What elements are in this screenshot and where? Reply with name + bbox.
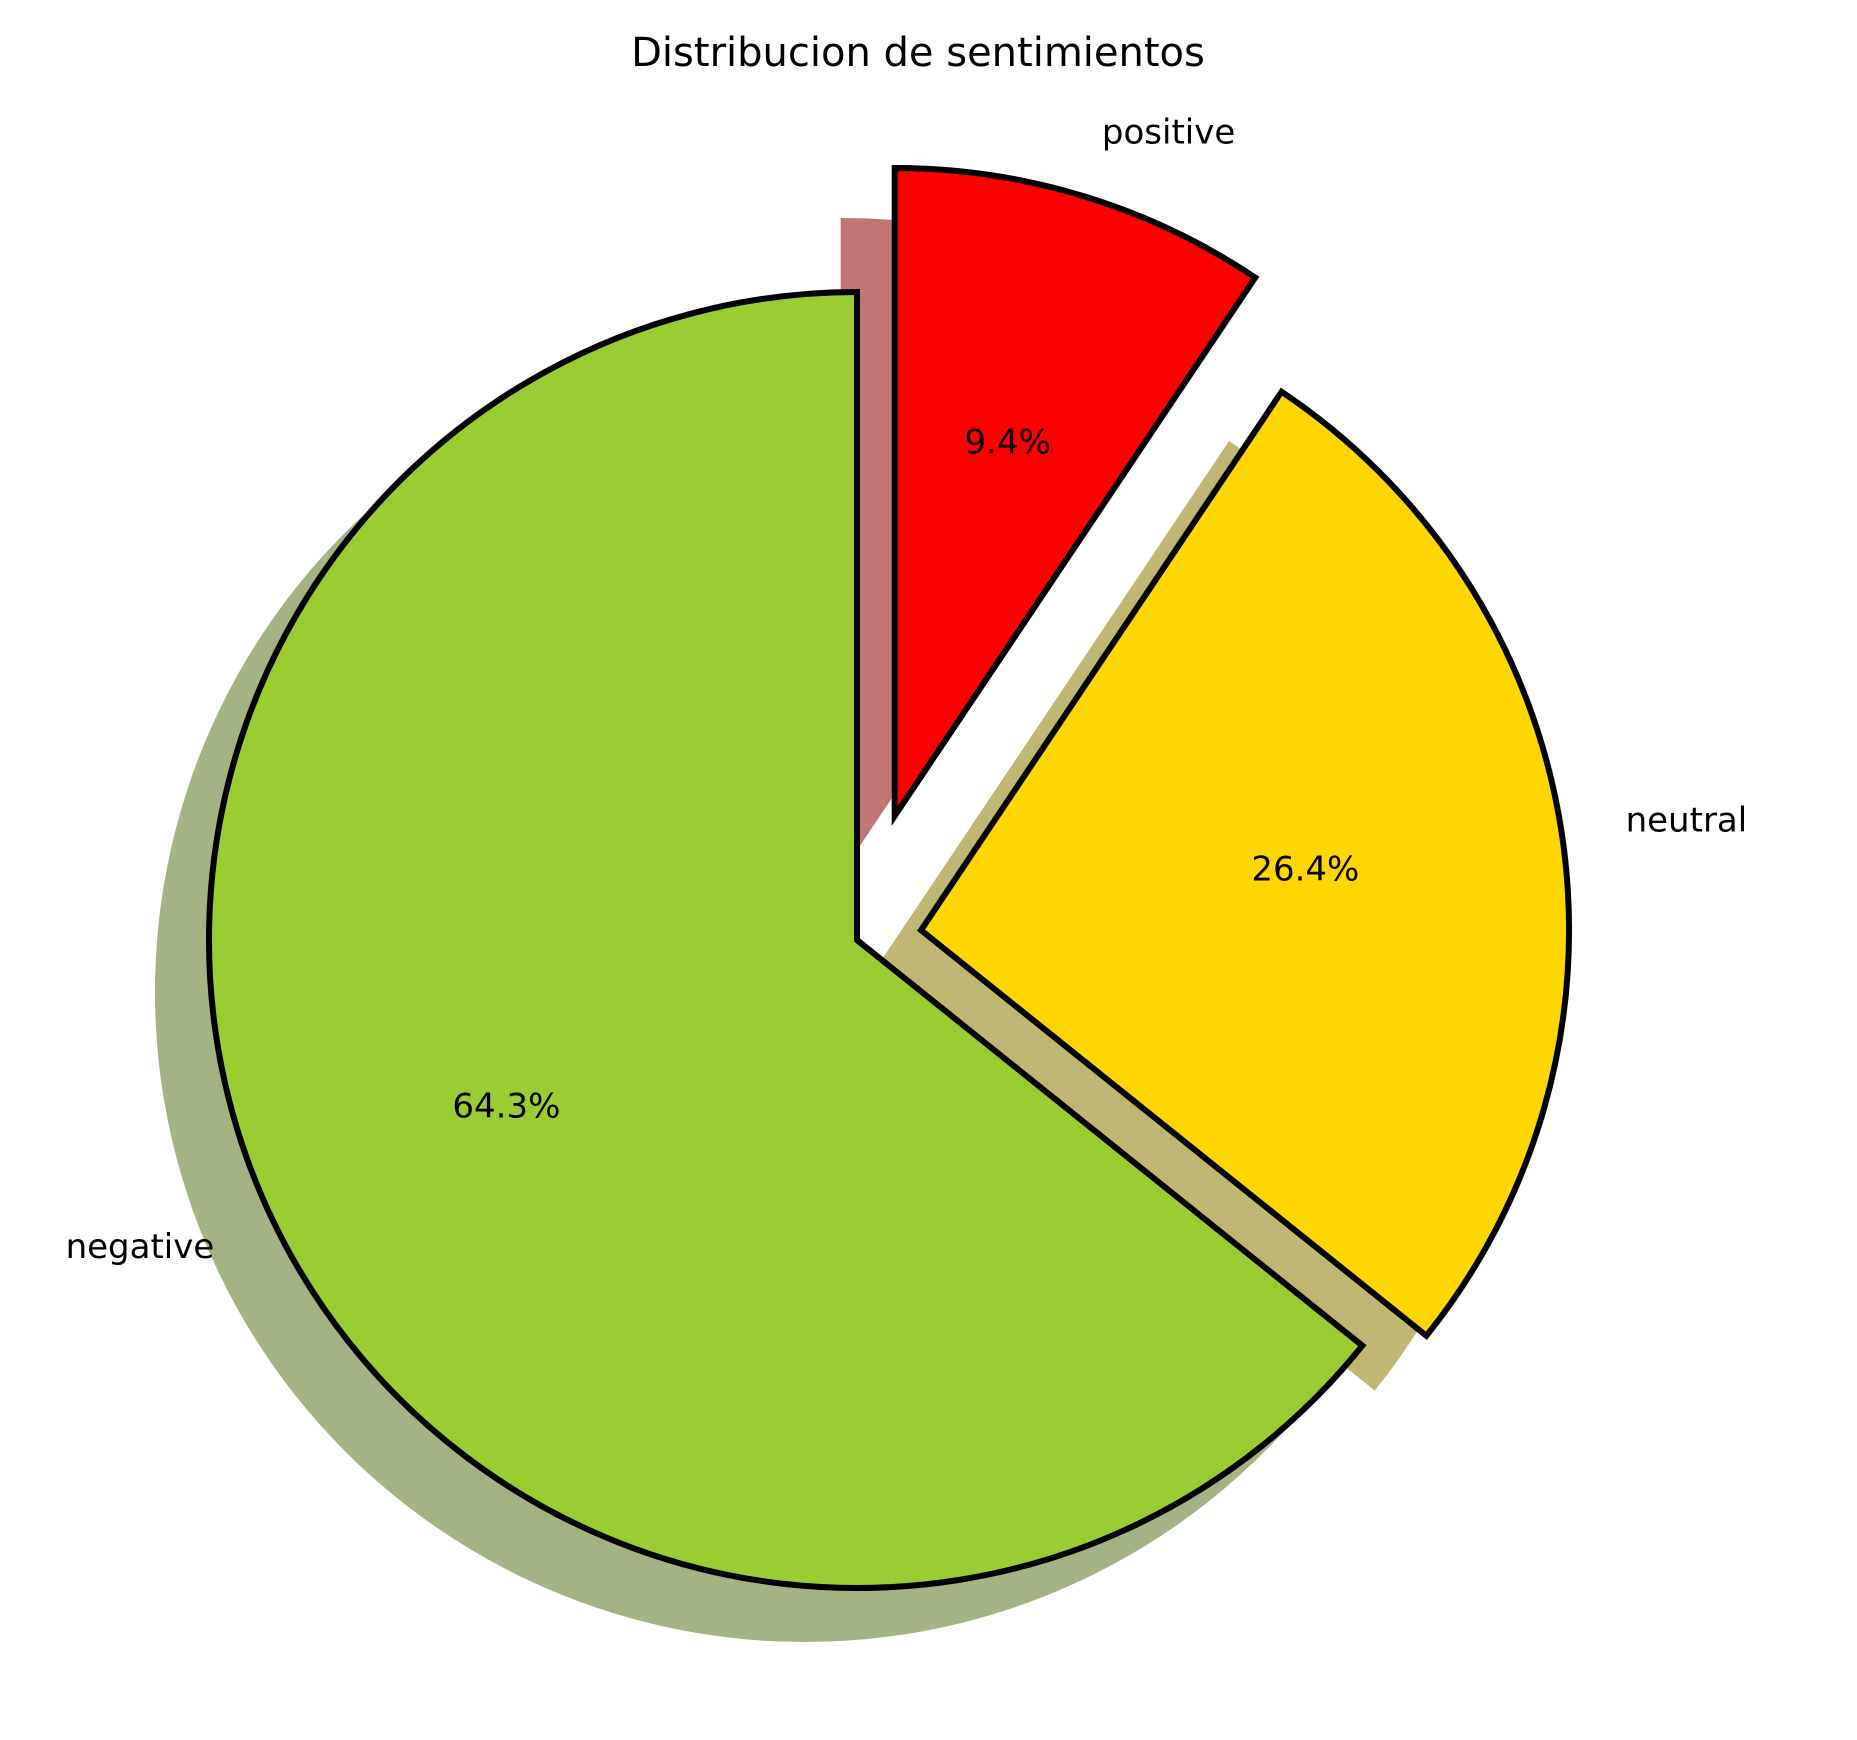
slice-labels: negative 64.3% neutral 26.4% positive 9.4%	[66, 112, 1748, 1266]
positive-percentage: 9.4%	[965, 422, 1051, 462]
negative-label: negative	[66, 1227, 215, 1267]
neutral-slice	[917, 387, 1573, 1340]
chart-title: Distribucion de sentimientos	[631, 30, 1205, 76]
negative-slice	[206, 288, 1367, 1591]
pie-slices	[206, 164, 1573, 1591]
neutral-label: neutral	[1626, 801, 1748, 841]
neutral-percentage: 26.4%	[1251, 850, 1359, 890]
negative-percentage: 64.3%	[452, 1087, 560, 1127]
positive-label: positive	[1102, 112, 1235, 152]
positive-slice	[891, 164, 1260, 826]
